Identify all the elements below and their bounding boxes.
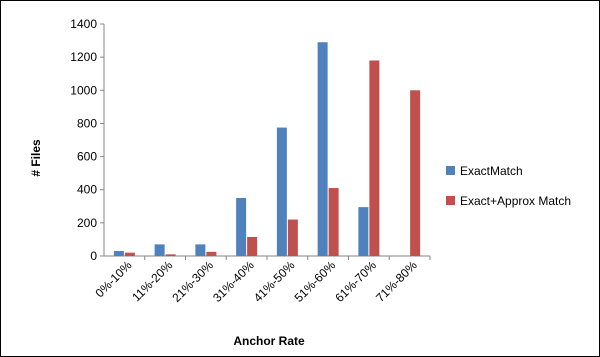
bar-exactmatch xyxy=(236,198,247,256)
bar-exact-approx-match xyxy=(165,254,176,256)
bar-exact-approx-match xyxy=(369,60,380,257)
bar-exactmatch xyxy=(154,244,165,256)
y-tick-label: 1200 xyxy=(70,50,97,64)
y-tick-label: 200 xyxy=(77,216,97,230)
y-axis-title: # Files xyxy=(29,139,43,177)
legend: ExactMatch Exact+Approx Match xyxy=(446,164,571,208)
y-tick-label: 0 xyxy=(90,249,97,263)
bar-exact-approx-match xyxy=(328,188,339,256)
y-tick-label: 1400 xyxy=(70,17,97,31)
bar-exact-approx-match xyxy=(410,90,421,257)
bar-exact-approx-match xyxy=(206,251,217,256)
bar-exactmatch xyxy=(317,42,328,256)
y-tick-label: 800 xyxy=(77,116,97,130)
bar-exactmatch xyxy=(276,127,287,256)
legend-label: ExactMatch xyxy=(460,164,523,178)
y-tick-label: 600 xyxy=(77,150,97,164)
bar-exact-approx-match xyxy=(124,252,135,256)
bar-exactmatch xyxy=(113,251,124,256)
y-tick-label: 400 xyxy=(77,183,97,197)
y-tick-label: 1000 xyxy=(70,83,97,97)
bar-exact-approx-match xyxy=(287,219,298,256)
x-axis-title: Anchor Rate xyxy=(233,334,305,348)
legend-swatch xyxy=(446,166,455,175)
bar-exact-approx-match xyxy=(247,236,258,256)
bar-exactmatch xyxy=(358,207,369,256)
legend-swatch xyxy=(446,196,455,205)
bar-exactmatch xyxy=(195,244,206,256)
legend-label: Exact+Approx Match xyxy=(460,194,571,208)
